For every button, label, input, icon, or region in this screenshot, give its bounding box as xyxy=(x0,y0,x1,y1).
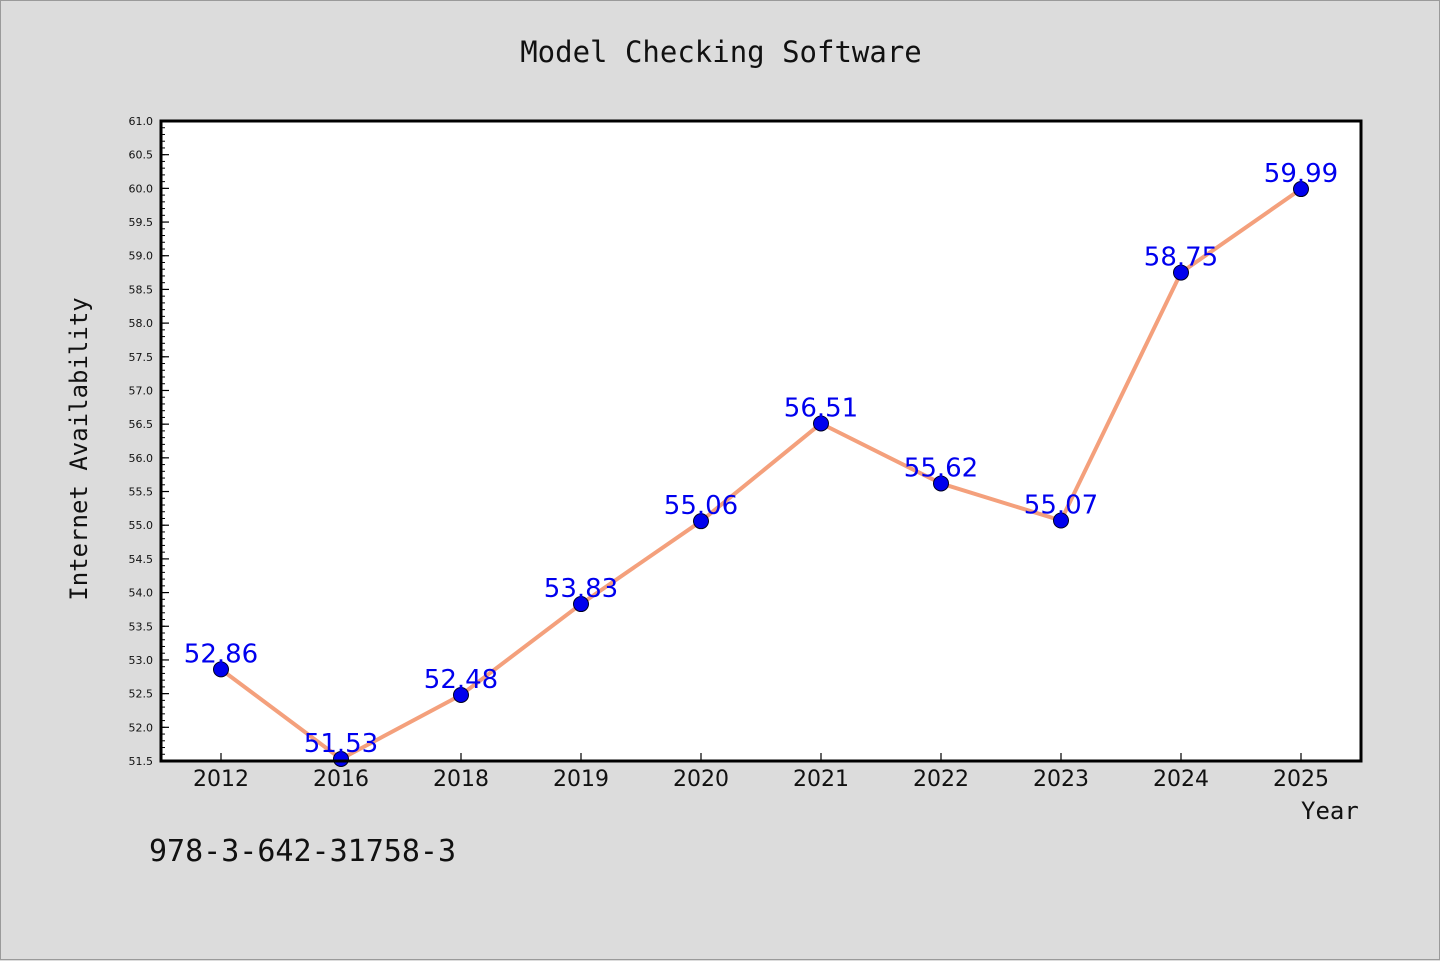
plot-background xyxy=(161,121,1361,761)
chart-title: Model Checking Software xyxy=(520,35,922,69)
x-tick-label: 2016 xyxy=(313,767,369,792)
y-tick-label: 51.5 xyxy=(129,755,154,768)
data-label: 52.48 xyxy=(424,665,498,695)
data-label: 55.62 xyxy=(904,453,978,483)
data-label: 53.83 xyxy=(544,574,618,604)
x-tick-label: 2012 xyxy=(193,767,249,792)
data-point xyxy=(813,415,829,432)
data-label: 55.06 xyxy=(664,491,738,521)
data-point xyxy=(453,686,469,703)
plot-frame xyxy=(159,119,1363,763)
y-tick-label: 53.5 xyxy=(129,620,154,633)
data-label: 56.51 xyxy=(784,393,858,423)
y-tick-label: 54.0 xyxy=(129,587,154,600)
data-point xyxy=(1053,512,1069,529)
series-line xyxy=(219,187,1303,761)
y-tick-label: 52.5 xyxy=(129,688,154,701)
data-point xyxy=(213,661,229,678)
data-label: 55.07 xyxy=(1024,490,1098,520)
x-tick-label: 2019 xyxy=(553,767,609,792)
data-point xyxy=(933,475,949,492)
x-tick-label: 2024 xyxy=(1153,767,1209,792)
y-tick-label: 52.0 xyxy=(129,721,154,734)
x-tick-label: 2018 xyxy=(433,767,489,792)
data-label: 51.53 xyxy=(304,729,378,759)
x-axis-label: Year xyxy=(1301,797,1359,825)
x-tick-label: 2023 xyxy=(1033,767,1089,792)
y-tick-label: 57.5 xyxy=(129,351,154,364)
x-tick-label: 2020 xyxy=(673,767,729,792)
y-tick-label: 58.0 xyxy=(129,317,154,330)
y-tick-label: 58.5 xyxy=(129,283,154,296)
x-tick-label: 2022 xyxy=(913,767,969,792)
data-label: 58.75 xyxy=(1144,243,1218,273)
y-tick-label: 56.0 xyxy=(129,452,154,465)
y-tick-label: 55.0 xyxy=(129,519,154,532)
isbn-annotation: 978-3-642-31758-3 xyxy=(149,834,457,869)
y-tick-label: 56.5 xyxy=(129,418,154,431)
y-tick-label: 60.5 xyxy=(129,149,154,162)
data-label: 52.86 xyxy=(184,639,258,669)
data-point xyxy=(1293,181,1309,198)
y-tick-label: 61.0 xyxy=(129,115,154,128)
data-point xyxy=(573,596,589,613)
data-point xyxy=(1173,264,1189,281)
y-tick-label: 60.0 xyxy=(129,182,154,195)
y-tick-label: 54.5 xyxy=(129,553,154,566)
y-tick-label: 59.0 xyxy=(129,250,154,263)
y-tick-label: 57.0 xyxy=(129,384,154,397)
data-point xyxy=(333,750,349,767)
y-tick-label: 55.5 xyxy=(129,486,154,499)
data-label: 59.99 xyxy=(1264,159,1338,189)
data-point xyxy=(693,513,709,530)
x-tick-label: 2025 xyxy=(1273,767,1329,792)
y-tick-label: 53.0 xyxy=(129,654,154,667)
x-tick-label: 2021 xyxy=(793,767,849,792)
y-tick-label: 59.5 xyxy=(129,216,154,229)
